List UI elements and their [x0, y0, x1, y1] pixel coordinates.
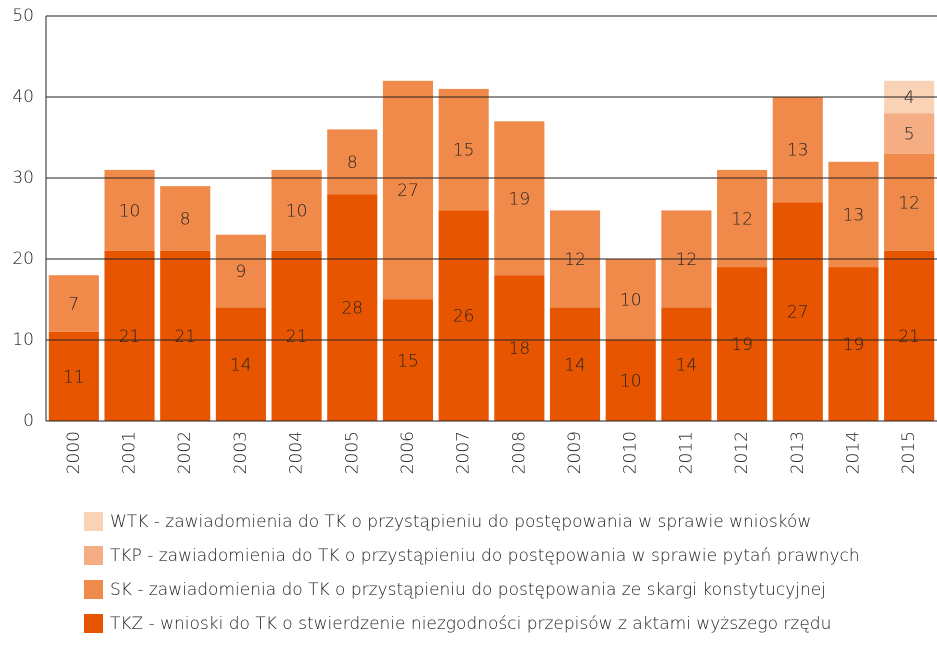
data-label: 12	[564, 250, 586, 270]
legend-swatch	[84, 614, 103, 633]
data-label: 15	[453, 141, 475, 161]
bar-segment	[215, 307, 266, 421]
data-label: 5	[904, 124, 915, 144]
bar-segment	[438, 88, 489, 211]
bar-segment	[271, 169, 322, 251]
y-tick-label: 10	[12, 330, 34, 350]
bar-segment	[717, 169, 768, 268]
data-label: 19	[843, 335, 865, 355]
bar-segment	[717, 267, 768, 421]
data-label: 11	[63, 367, 85, 387]
x-tick-label: 2001	[120, 431, 140, 474]
data-label: 14	[564, 355, 586, 375]
data-label: 27	[787, 303, 809, 323]
bar-segment	[382, 80, 434, 300]
legend-swatch	[84, 580, 103, 599]
y-tick-label: 0	[23, 411, 34, 431]
bar-segment	[494, 275, 545, 421]
x-tick-label: 2010	[621, 431, 641, 474]
y-tick-label: 40	[12, 87, 34, 107]
data-label: 21	[286, 327, 308, 347]
data-label: 13	[787, 141, 809, 161]
data-label: 7	[68, 295, 79, 315]
data-label: 12	[676, 250, 698, 270]
x-tick-label: 2008	[509, 431, 529, 474]
bar-segment	[494, 121, 545, 276]
x-tick-label: 2000	[64, 431, 84, 474]
data-label: 19	[731, 335, 753, 355]
y-tick-label: 20	[12, 249, 34, 269]
x-tick-label: 2014	[843, 431, 863, 474]
data-label: 12	[898, 193, 920, 213]
data-label: 10	[620, 372, 642, 392]
x-tick-label: 2005	[342, 431, 362, 474]
bar-segment	[160, 250, 211, 421]
data-label: 14	[230, 355, 252, 375]
bar-segment	[661, 307, 712, 421]
data-label: 21	[174, 327, 196, 347]
x-tick-label: 2013	[788, 431, 808, 474]
x-tick-label: 2009	[565, 431, 585, 474]
data-label: 27	[397, 181, 419, 201]
bar-segment	[382, 299, 434, 421]
bar-segment	[828, 161, 879, 268]
data-label: 21	[119, 327, 141, 347]
data-label: 12	[731, 210, 753, 230]
data-label: 28	[341, 299, 363, 319]
x-tick-label: 2012	[732, 431, 752, 474]
y-tick-label: 50	[12, 6, 34, 26]
y-tick-label: 30	[12, 168, 34, 188]
data-label: 19	[509, 189, 531, 209]
bar-segment	[48, 275, 99, 332]
data-label: 26	[453, 307, 475, 327]
legend-label: TKZ - wnioski do TK o stwierdzenie niezg…	[110, 614, 831, 634]
data-label: 13	[843, 205, 865, 225]
bar-segment	[271, 250, 322, 421]
bar-segment	[438, 210, 489, 421]
data-label: 21	[898, 327, 920, 347]
legend-swatch	[84, 546, 103, 565]
x-tick-label: 2004	[287, 431, 307, 474]
bar-segment	[549, 307, 601, 421]
data-label: 10	[119, 201, 141, 221]
bar-segment	[215, 234, 266, 308]
bar-segment	[828, 267, 879, 421]
x-tick-label: 2006	[398, 431, 418, 474]
data-label: 15	[397, 351, 419, 371]
x-tick-label: 2007	[454, 431, 474, 474]
bar-segment	[160, 186, 211, 251]
bar-segment	[104, 169, 155, 251]
bar-segment	[772, 97, 823, 203]
bar-segment	[104, 250, 155, 421]
legend-label: WTK - zawiadomienia do TK o przystąpieni…	[110, 512, 811, 532]
data-label: 8	[347, 153, 358, 173]
data-label: 8	[180, 210, 191, 230]
bar-segment	[327, 194, 378, 421]
x-tick-label: 2015	[899, 431, 919, 474]
bar-segment	[605, 259, 656, 340]
legend-swatch	[84, 512, 103, 531]
data-label: 10	[286, 201, 308, 221]
bar-segment	[772, 202, 823, 421]
data-label: 18	[509, 339, 531, 359]
bar-segment	[48, 331, 99, 421]
data-label: 4	[904, 88, 915, 108]
data-label: 14	[676, 355, 698, 375]
x-tick-label: 2003	[231, 431, 251, 474]
x-tick-label: 2002	[175, 431, 195, 474]
bar-segment	[605, 340, 656, 421]
data-label: 10	[620, 291, 642, 311]
data-label: 9	[235, 262, 246, 282]
legend-label: SK - zawiadomienia do TK o przystąpieniu…	[110, 580, 826, 600]
bar-segment	[884, 250, 935, 421]
bar-segment	[884, 113, 935, 154]
bar-segment	[884, 153, 935, 251]
legend-label: TKP - zawiadomienia do TK o przystąpieni…	[110, 546, 860, 566]
bar-segment	[327, 129, 378, 195]
x-tick-label: 2011	[676, 431, 696, 474]
